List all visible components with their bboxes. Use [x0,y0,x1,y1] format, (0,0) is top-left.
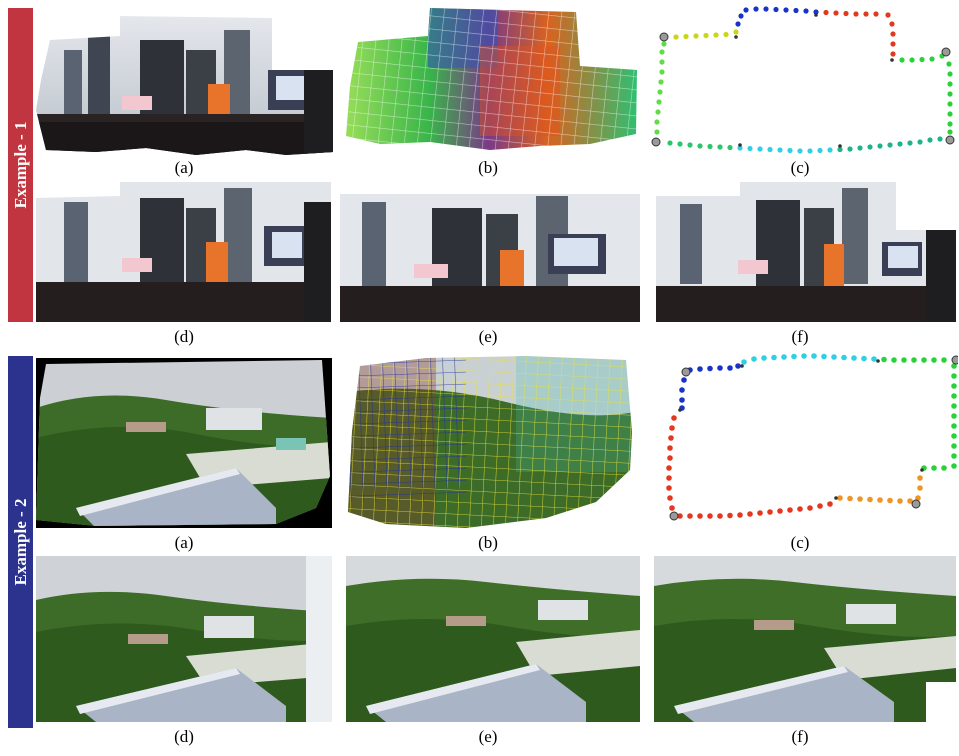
example-1-caption-c: (c) [790,158,810,177]
example-2-panel-c-boundary-dots [660,348,958,524]
example-2-panel-a-stitched-panorama [36,358,332,528]
example-1-boundary-segments [651,6,955,154]
example-1-caption-d: (d) [174,327,194,346]
example-2-panel-f-result [654,556,956,722]
example-2-panel-d-result [36,556,332,722]
example-1-panel-e-result [340,194,640,322]
example-2-panel-e-result [346,556,640,722]
example-1-panel-f-result [656,182,956,322]
example-1-label: Example - 1 [10,121,30,209]
example-2-label: Example - 2 [10,498,30,586]
example-2-band: Example - 2 [8,356,33,728]
example-1-panel-b-mesh-warp [340,6,637,158]
example-2-boundary-segments [666,353,958,521]
example-1-panel-a-stitched-panorama [36,10,333,158]
example-2-caption-f: (f) [791,727,809,746]
example-2-caption-b: (b) [478,533,498,552]
example-1-caption-e: (e) [478,327,498,346]
example-2-caption-d: (d) [174,727,194,746]
example-1-panel-c-boundary-dots [650,4,955,154]
example-1-band: Example - 1 [8,8,33,322]
example-1-panel-d-result [36,182,331,322]
example-1-caption-a: (a) [174,158,194,177]
example-2-caption-e: (e) [478,727,498,746]
example-1-caption-f: (f) [791,327,809,346]
example-2-caption-c: (c) [790,533,810,552]
example-2-caption-a: (a) [174,533,194,552]
example-1-caption-b: (b) [478,158,498,177]
example-2-panel-b-mesh-warp [346,352,634,528]
